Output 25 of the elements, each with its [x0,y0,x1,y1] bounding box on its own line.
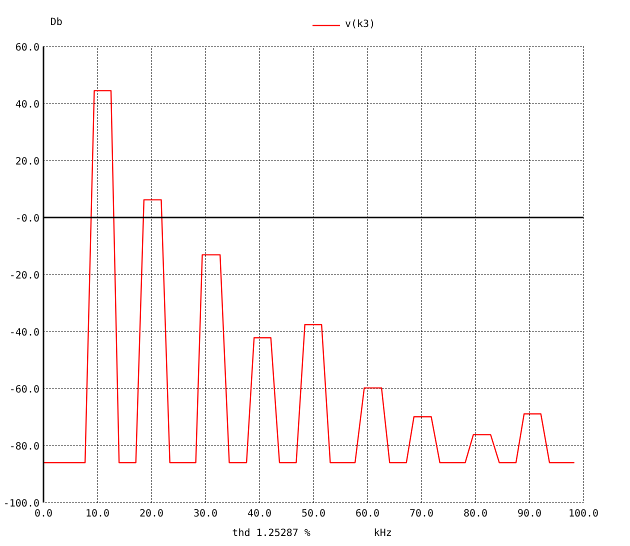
x-tick-label: 10.0 [85,508,110,520]
text: thd 1.25287 % [232,528,310,539]
y-axis-title: Db [50,17,62,28]
y-tick-label: -40.0 [9,328,40,338]
y-tick-label: 40.0 [15,100,40,110]
x-tick-label: 50.0 [301,508,326,520]
x-tick-label: 80.0 [463,508,488,520]
x-tick-label: 60.0 [355,508,380,520]
y-tick-label: 60.0 [15,42,40,54]
x-tick-label: 30.0 [193,508,218,520]
y-tick-label: -20.0 [9,270,40,282]
x-tick-label: 100.0 [568,508,599,520]
legend-label: v(k3) [345,19,376,30]
x-tick-label: 0.0 [34,508,53,520]
y-tick-label: -80.0 [9,442,40,452]
x-axis-title: kHz [374,528,392,539]
x-tick-label: 20.0 [139,508,164,520]
x-tick-label: 90.0 [517,508,542,520]
x-tick-label: 70.0 [409,508,434,520]
line-series [44,90,575,464]
y-tick-label: -60.0 [9,384,40,396]
y-tick-label: -0.0 [15,214,40,224]
x-tick-label: 40.0 [247,508,272,520]
y-tick-label: -100.0 [3,498,40,510]
y-tick-label: 20.0 [15,156,40,168]
